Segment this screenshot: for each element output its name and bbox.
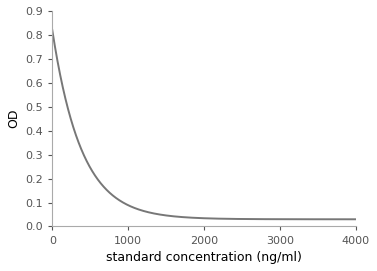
Y-axis label: OD: OD — [7, 109, 20, 128]
X-axis label: standard concentration (ng/ml): standard concentration (ng/ml) — [106, 251, 302, 264]
